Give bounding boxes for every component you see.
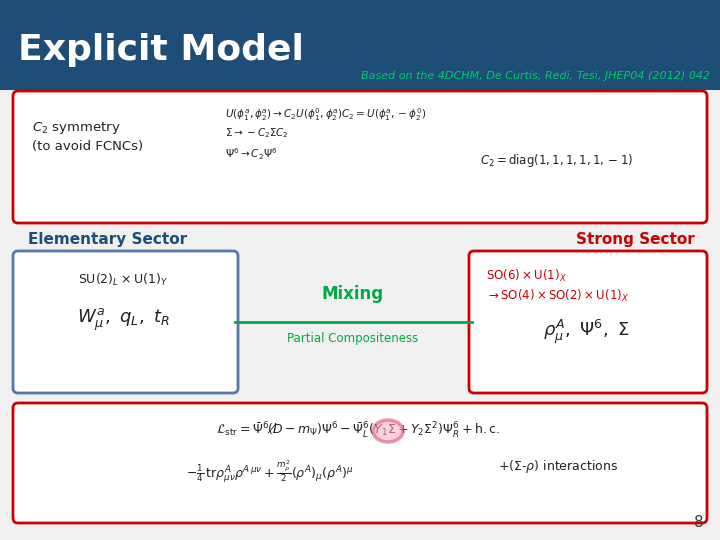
Text: $U(\phi_1^a, \phi_2^a) \to C_2 U(\phi_1^0, \phi_2^a) C_2 = U(\phi_1^a, -\phi_2^0: $U(\phi_1^a, \phi_2^a) \to C_2 U(\phi_1^… — [225, 106, 426, 123]
Text: $-\frac{1}{4}\,\mathrm{tr}\rho^A_{\mu\nu}\rho^{A\,\mu\nu} + \frac{m_\rho^2}{2}(\: $-\frac{1}{4}\,\mathrm{tr}\rho^A_{\mu\nu… — [186, 458, 354, 485]
Text: $\mathcal{L}_{\mathrm{str}} = \bar{\Psi}^6(i\not\!\!D - m_\Psi)\Psi^6 - \bar{\Ps: $\mathcal{L}_{\mathrm{str}} = \bar{\Psi}… — [216, 420, 500, 440]
FancyBboxPatch shape — [13, 251, 238, 393]
Text: $W_\mu^a,\ q_L,\ t_R$: $W_\mu^a,\ q_L,\ t_R$ — [76, 307, 169, 333]
Text: 8: 8 — [694, 515, 704, 530]
Text: $C_2$ symmetry: $C_2$ symmetry — [32, 120, 120, 136]
Text: $C_2 = \mathrm{diag}(1,1,1,1,1,-1)$: $C_2 = \mathrm{diag}(1,1,1,1,1,-1)$ — [480, 152, 633, 169]
Text: Based on the 4DCHM, De Curtis, Redi, Tesi, JHEP04 (2012) 042: Based on the 4DCHM, De Curtis, Redi, Tes… — [361, 71, 710, 81]
Text: $\Sigma \to -C_2 \Sigma C_2$: $\Sigma \to -C_2 \Sigma C_2$ — [225, 126, 289, 140]
FancyBboxPatch shape — [469, 251, 707, 393]
Text: Explicit Model: Explicit Model — [18, 33, 304, 67]
Ellipse shape — [373, 420, 403, 442]
Text: $\to \mathrm{SO}(4)\times \mathrm{SO}(2)\times\mathrm{U}(1)_X$: $\to \mathrm{SO}(4)\times \mathrm{SO}(2)… — [486, 288, 629, 304]
Text: Strong Sector: Strong Sector — [576, 232, 695, 247]
Text: $\rho_\mu^A,\ \Psi^6,\ \Sigma$: $\rho_\mu^A,\ \Psi^6,\ \Sigma$ — [543, 318, 629, 346]
Text: $+ (\Sigma\text{-}\rho)\ \mathrm{interactions}$: $+ (\Sigma\text{-}\rho)\ \mathrm{interac… — [498, 458, 618, 475]
Text: Partial Compositeness: Partial Compositeness — [287, 332, 418, 345]
FancyBboxPatch shape — [13, 91, 707, 223]
Text: $\mathrm{SU}(2)_L \times \mathrm{U}(1)_Y$: $\mathrm{SU}(2)_L \times \mathrm{U}(1)_Y… — [78, 272, 168, 288]
Text: $\Psi^6 \to C_2 \Psi^6$: $\Psi^6 \to C_2 \Psi^6$ — [225, 146, 277, 161]
FancyBboxPatch shape — [13, 403, 707, 523]
Text: (to avoid FCNCs): (to avoid FCNCs) — [32, 140, 143, 153]
FancyBboxPatch shape — [0, 0, 720, 90]
Text: $\mathrm{SO}(6)\times\mathrm{U}(1)_X$: $\mathrm{SO}(6)\times\mathrm{U}(1)_X$ — [486, 268, 567, 284]
Text: Mixing: Mixing — [322, 285, 384, 303]
Text: Elementary Sector: Elementary Sector — [28, 232, 187, 247]
